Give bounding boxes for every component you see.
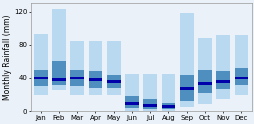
Bar (197, 70, 211, 93)
Bar (88, 78, 102, 81)
Bar (143, 99, 156, 109)
Bar (125, 96, 138, 108)
Bar (197, 38, 211, 104)
Bar (70, 70, 84, 86)
Bar (34, 34, 47, 94)
Bar (52, 78, 66, 81)
Bar (34, 70, 47, 86)
Bar (197, 82, 211, 85)
Bar (70, 77, 84, 79)
Bar (125, 102, 138, 105)
Bar (70, 41, 84, 94)
Bar (161, 105, 175, 108)
Bar (179, 87, 193, 90)
Bar (88, 71, 102, 88)
Bar (52, 9, 66, 90)
Bar (161, 103, 175, 109)
Bar (52, 61, 66, 85)
Bar (234, 68, 247, 85)
Bar (161, 74, 175, 111)
Bar (234, 35, 247, 94)
Bar (216, 71, 229, 89)
Bar (106, 80, 120, 83)
Bar (143, 74, 156, 111)
Bar (88, 41, 102, 94)
Bar (125, 74, 138, 111)
Bar (106, 41, 120, 94)
Bar (234, 77, 247, 79)
Bar (106, 76, 120, 88)
Bar (179, 13, 193, 107)
Y-axis label: Monthly Rainfall (mm): Monthly Rainfall (mm) (4, 15, 12, 100)
Bar (179, 76, 193, 101)
Bar (34, 77, 47, 79)
Bar (143, 104, 156, 107)
Bar (216, 35, 229, 99)
Bar (216, 80, 229, 83)
